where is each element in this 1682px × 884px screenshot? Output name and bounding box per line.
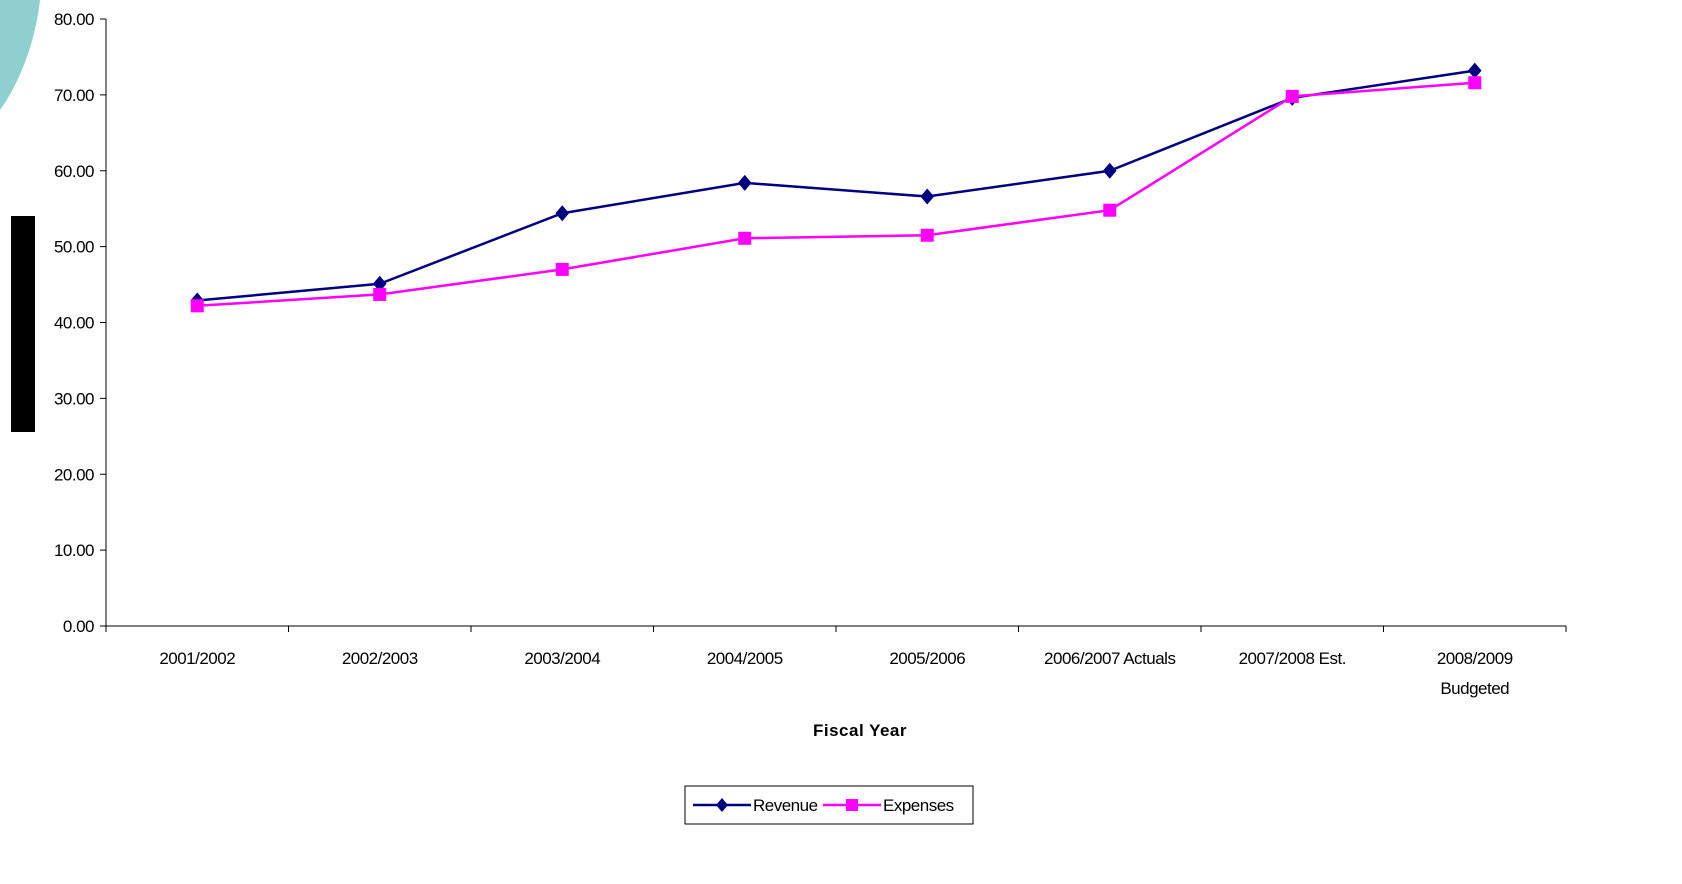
decorative-black-bar xyxy=(11,216,35,432)
x-tick-label: 2006/2007 Actuals xyxy=(1044,649,1175,668)
data-point-expenses xyxy=(738,231,752,245)
x-tick-label: 2002/2003 xyxy=(342,649,418,668)
y-tick-label: 0.00 xyxy=(63,617,94,636)
y-tick-label: 70.00 xyxy=(54,86,94,105)
data-point-revenue xyxy=(1467,62,1482,79)
x-tick-label: 2001/2002 xyxy=(159,649,235,668)
y-tick-label: 30.00 xyxy=(54,389,94,408)
x-tick-label: Budgeted xyxy=(1440,679,1509,698)
x-axis-title: Fiscal Year xyxy=(813,721,907,740)
y-tick-label: 80.00 xyxy=(54,10,94,29)
data-point-expenses xyxy=(1285,89,1299,103)
y-tick-label: 50.00 xyxy=(54,238,94,257)
data-point-revenue xyxy=(1102,162,1117,179)
x-tick-label: 2007/2008 Est. xyxy=(1239,649,1346,668)
legend-marker xyxy=(846,799,858,811)
data-point-revenue xyxy=(737,174,752,191)
series-expenses xyxy=(190,76,1482,313)
series-revenue xyxy=(190,62,1482,309)
y-tick-label: 40.00 xyxy=(54,314,94,333)
legend-marker xyxy=(716,798,728,812)
data-point-expenses xyxy=(190,299,204,313)
y-tick-label: 10.00 xyxy=(54,541,94,560)
data-point-revenue xyxy=(555,205,570,222)
data-point-expenses xyxy=(555,262,569,276)
x-tick-label: 2005/2006 xyxy=(889,649,965,668)
data-point-expenses xyxy=(1103,203,1117,217)
series-line-revenue xyxy=(197,69,1475,302)
decorative-teal-circle xyxy=(0,0,40,110)
data-point-revenue xyxy=(372,275,387,292)
legend: Revenue Expenses xyxy=(684,785,974,825)
x-tick-label: 2008/2009 xyxy=(1437,649,1513,668)
legend-label: Expenses xyxy=(883,796,954,815)
series-layer xyxy=(190,62,1482,313)
data-point-revenue xyxy=(920,188,935,205)
axes: 0.00 10.00 20.00 30.00 40.00 50.00 60.00 70.00 8… xyxy=(54,10,1567,698)
y-tick-label: 60.00 xyxy=(54,162,94,181)
legend-item-expenses: Expenses xyxy=(823,796,954,815)
legend-label: Revenue xyxy=(753,796,818,815)
legend-item-revenue: Revenue xyxy=(693,796,818,815)
data-point-expenses xyxy=(1468,76,1482,90)
x-tick-label: 2003/2004 xyxy=(524,649,600,668)
series-line-expenses xyxy=(197,81,1475,308)
y-tick-label: 20.00 xyxy=(54,465,94,484)
x-tick-label: 2004/2005 xyxy=(707,649,783,668)
data-point-expenses xyxy=(373,287,387,301)
data-point-expenses xyxy=(920,228,934,242)
